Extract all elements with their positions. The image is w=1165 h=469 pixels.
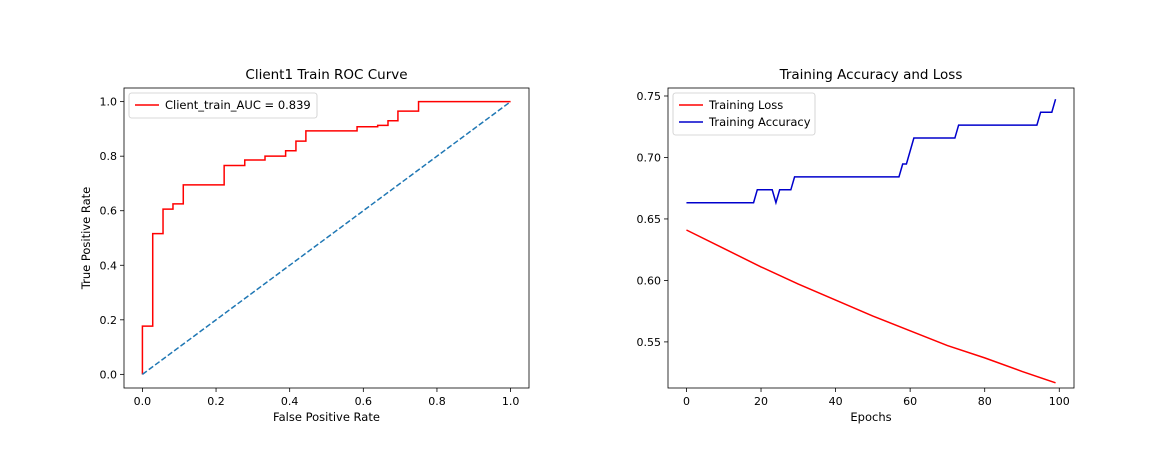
series-line-1 [141,101,512,375]
y-axis-label: True Positive Rate [79,187,93,290]
legend-entry: Training Accuracy [708,115,811,129]
x-tick-label: 0 [683,395,690,408]
x-tick-label: 40 [829,395,843,408]
y-tick-label: 0.8 [100,150,118,163]
x-tick-label: 60 [903,395,917,408]
y-tick-label: 0.6 [100,205,118,218]
series-line-0 [686,229,1056,384]
chart-title: Training Accuracy and Loss [779,67,963,83]
series-line-0 [141,100,511,375]
y-tick-label: 0.4 [100,259,118,272]
x-tick-label: 100 [1049,395,1070,408]
legend-entry: Training Loss [708,98,783,112]
series-line-1 [686,98,1057,206]
y-tick-label: 0.55 [637,336,662,349]
x-tick-label: 0.4 [281,395,299,408]
y-tick-label: 0.65 [637,213,662,226]
y-tick-label: 1.0 [100,96,118,109]
axes-frame [667,87,1075,389]
x-tick-label: 0.8 [428,395,446,408]
x-tick-label: 0.6 [355,395,373,408]
x-tick-label: 1.0 [502,395,520,408]
y-tick-label: 0.75 [637,90,662,103]
y-tick-label: 0.0 [100,368,118,381]
chart-title: Client1 Train ROC Curve [245,67,407,83]
x-tick-label: 0.0 [134,395,152,408]
y-tick-label: 0.60 [637,274,662,287]
x-axis-label: False Positive Rate [273,410,380,424]
x-tick-label: 0.2 [207,395,225,408]
legend-box [128,92,318,119]
axes-frame [123,87,530,389]
y-tick-label: 0.2 [100,314,118,327]
accuracy-loss-chart: 0 20 40 60 80 100 0.55 0.60 0.65 0.70 0.75 Training… [637,67,1075,424]
x-tick-label: 20 [754,395,768,408]
y-tick-label: 0.70 [637,151,662,164]
roc-chart: 0.0 0.2 0.4 0.6 0.8 1.0 0.0 0.2 0.4 0.6 0.8 1.0 Clie… [79,67,530,424]
legend-entry: Client_train_AUC = 0.839 [165,98,311,112]
legend-box [672,92,816,136]
x-axis-label: Epochs [850,410,891,424]
x-tick-label: 80 [978,395,992,408]
